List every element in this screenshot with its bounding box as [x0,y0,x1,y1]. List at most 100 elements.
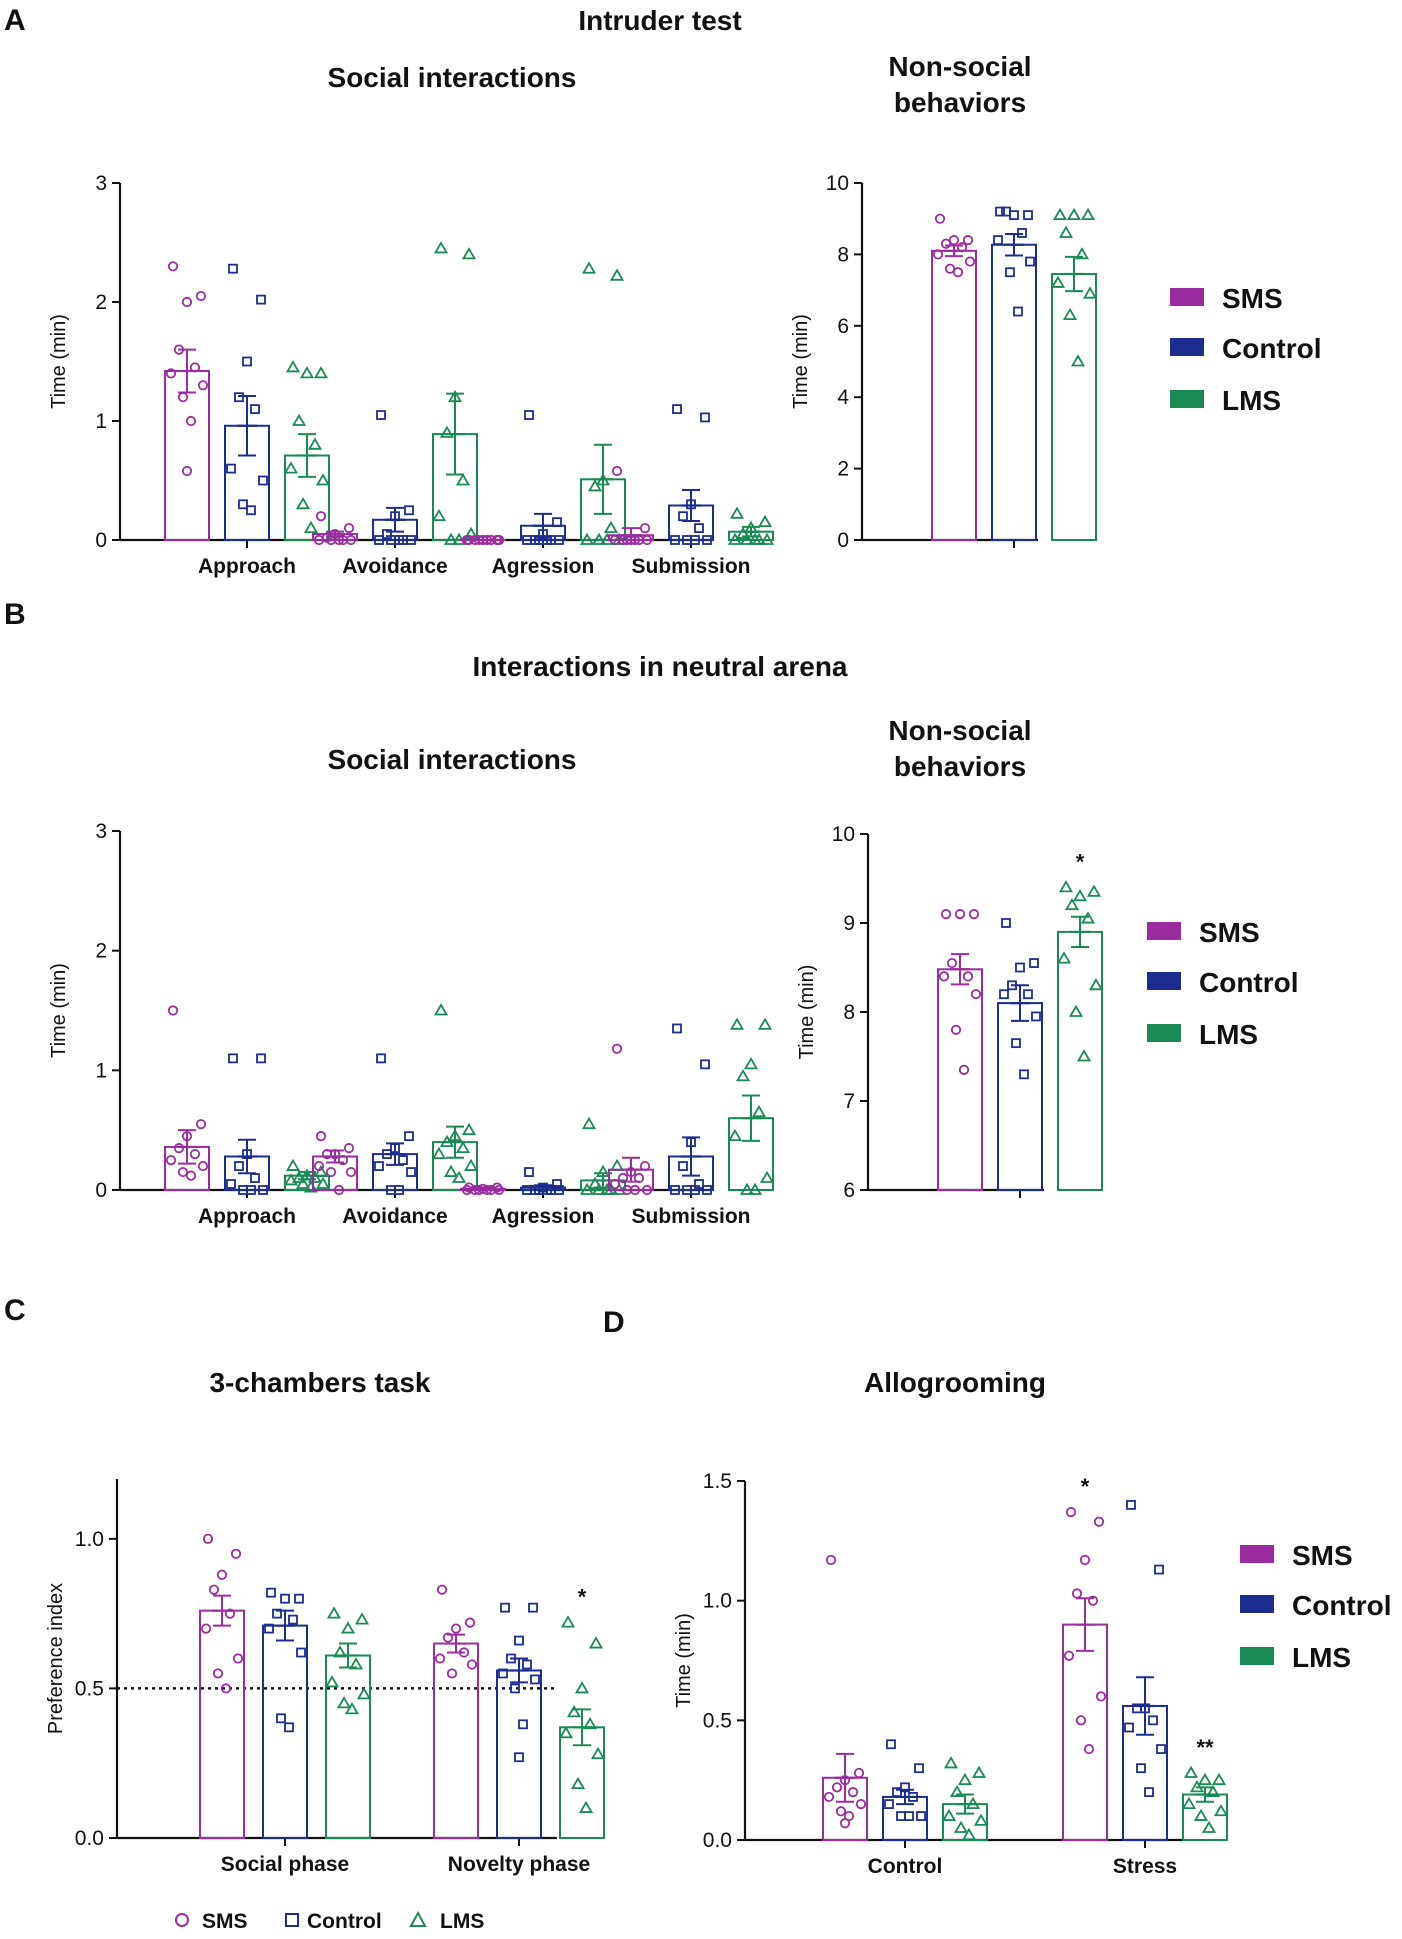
data-point-lms [1052,207,1068,221]
data-point-sms [1093,1516,1105,1527]
data-point-control [1154,1564,1164,1575]
data-point-lms [965,1796,981,1809]
data-point-control [1015,962,1025,973]
data-point-control [238,499,248,510]
legend-c-marker-lms [409,1910,427,1927]
data-point-lms [591,1182,607,1195]
data-point-lms [1074,247,1090,260]
data-point-sms [839,1818,851,1829]
legend-d-label-lms: LMS [1292,1642,1351,1673]
data-point-control [1017,228,1027,238]
data-point-sms [932,249,944,260]
data-point-control [506,1653,516,1664]
y-tick-label: 8 [843,1001,855,1024]
data-point-control [500,1602,510,1613]
data-point-lms [315,1176,331,1189]
data-point-sms [345,534,357,546]
bar-sms [199,1609,245,1839]
y-tick-label: 8 [837,243,849,266]
legend-c-marker-sms [175,1913,189,1927]
x-category-label: Agression [492,1205,595,1228]
data-point-sms [436,1584,448,1595]
data-point-lms [595,473,611,486]
data-point-sms [343,1143,355,1154]
data-point-control [916,1811,926,1821]
data-point-sms [232,1653,244,1664]
data-point-sms [208,1584,220,1595]
data-point-lms [558,1725,574,1739]
b-main-title: Interactions in neutral arena [473,651,848,682]
b-nonsocial-title-line2: behaviors [894,751,1026,782]
data-point-lms [348,1657,364,1670]
y-tick-label: 1 [95,410,107,433]
x-category-label: Approach [198,1205,296,1228]
data-point-sms [463,1182,475,1193]
data-point-sms [337,1154,349,1166]
data-point-lms [759,532,775,545]
data-point-lms [431,1146,447,1159]
data-point-lms [455,473,471,486]
data-point-lms [582,1717,598,1730]
data-point-lms [447,1128,463,1142]
legend-d: SMS Control LMS [1240,1540,1392,1673]
data-point-sms [962,971,974,982]
data-point-sms [458,1647,470,1658]
y-tick-label: 2 [837,458,849,481]
legend-a-label-sms: SMS [1222,283,1283,314]
data-point-lms [344,1702,360,1715]
data-point-lms [953,1820,969,1833]
data-point-sms [944,263,956,274]
data-point-lms [313,1164,329,1177]
data-point-sms [165,1154,177,1166]
data-point-lms [574,1681,590,1694]
data-point-sms [940,238,952,249]
y-tick-label: 7 [843,1090,855,1113]
data-point-lms [949,1784,965,1798]
data-point-sms [952,267,964,278]
data-point-control [1148,1715,1158,1726]
data-point-sms [956,242,968,253]
y-tick-label: 4 [837,386,849,409]
data-point-control [1124,1722,1134,1733]
data-point-lms [1201,1820,1217,1833]
data-point-sms [629,534,641,546]
data-point-control [672,404,682,415]
y-tick-label: 0 [837,529,849,552]
data-point-control [256,1053,266,1064]
data-point-lms [443,532,459,545]
data-point-lms [743,520,759,533]
data-point-lms [729,506,745,519]
data-point-lms [961,1827,977,1841]
y-tick-label: 2 [95,940,107,963]
x-category-label: Avoidance [342,1205,447,1228]
data-point-control [374,1161,384,1171]
data-point-lms [463,1158,479,1171]
data-point-control [1023,989,1033,1000]
data-point-control [686,499,696,510]
data-point-lms [1197,1772,1213,1786]
data-point-sms [165,368,177,379]
data-point-sms [195,290,207,302]
data-point-lms [455,1140,471,1154]
data-point-control [1144,1787,1154,1798]
data-point-sms [345,1166,357,1178]
data-point-lms [1068,1004,1084,1017]
data-point-control [294,1593,304,1604]
data-point-control [690,535,700,545]
data-point-control [914,1763,924,1774]
data-point-sms [189,362,201,373]
y-tick-label: 0 [95,529,107,552]
data-point-control [226,1179,236,1189]
x-category-label: Submission [631,1205,750,1228]
bar-sms [937,968,983,1192]
data-point-sms [325,1166,337,1178]
data-point-sms [1083,1743,1095,1755]
data-point-sms [315,1131,327,1142]
data-point-lms [295,497,311,510]
data-point-lms [743,1057,759,1070]
data-point-sms [948,235,960,246]
data-point-sms [442,1632,454,1643]
y-tick-label: 10 [832,823,855,846]
data-point-lms [461,247,477,260]
